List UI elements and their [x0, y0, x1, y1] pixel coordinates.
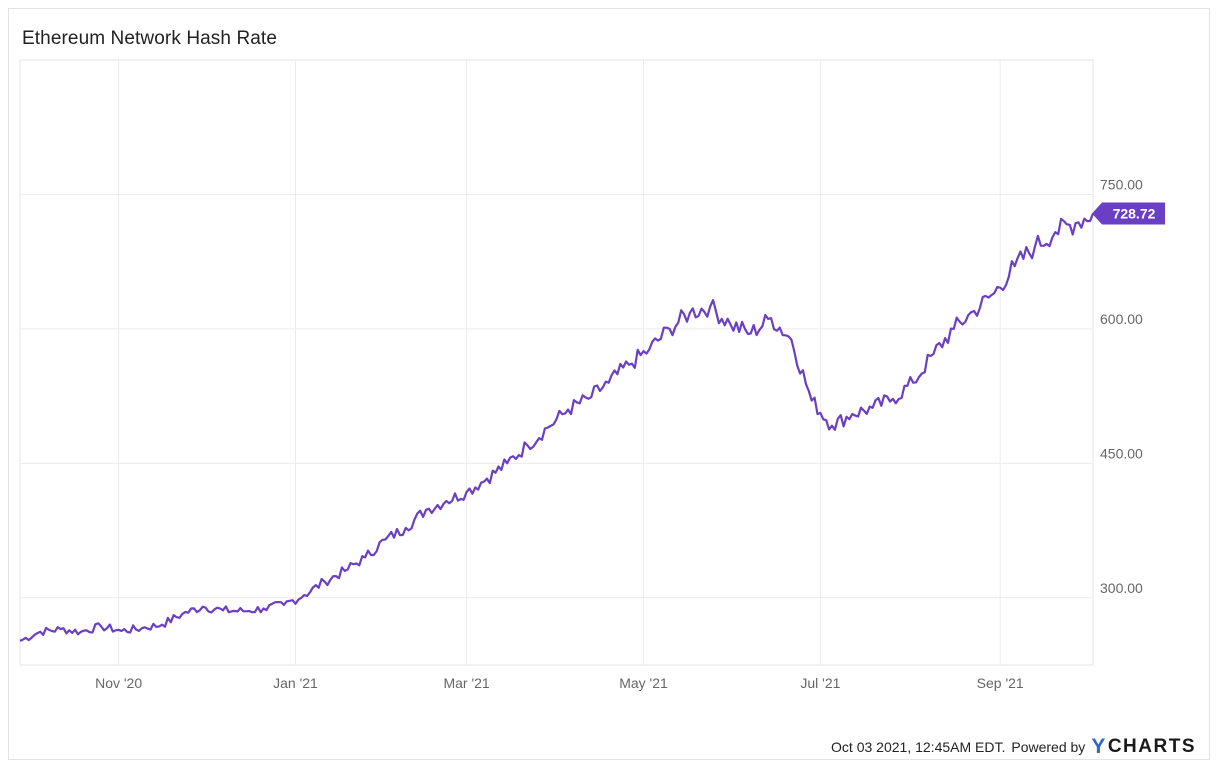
x-tick-label: Nov '20 — [95, 675, 142, 691]
x-tick-label: Mar '21 — [443, 675, 489, 691]
x-tick-label: Jan '21 — [273, 675, 318, 691]
grid — [19, 59, 1094, 666]
chart-footer: Oct 03 2021, 12:45AM EDT. Powered by Y C… — [831, 735, 1196, 759]
chart-frame — [8, 8, 1210, 760]
series-line — [19, 213, 1095, 642]
last-value-label: 728.72 — [1113, 206, 1156, 222]
plot-area-border — [19, 59, 1094, 666]
chart-title: Ethereum Network Hash Rate — [22, 28, 277, 49]
series-layer — [19, 213, 1095, 642]
footer-timestamp: Oct 03 2021, 12:45AM EDT. — [831, 739, 1006, 755]
ycharts-logo-y: Y — [1091, 735, 1107, 758]
footer-powered-by: Powered by — [1011, 739, 1086, 755]
y-tick-label: 300.00 — [1100, 580, 1143, 596]
y-tick-label: 450.00 — [1100, 445, 1143, 461]
x-tick-label: May '21 — [619, 675, 668, 691]
x-tick-label: Sep '21 — [977, 675, 1024, 691]
last-value-badge: 728.72 — [1092, 202, 1165, 225]
y-tick-label: 750.00 — [1100, 176, 1143, 192]
axis-layer: Nov '20 Jan '21 Mar '21 May '21 Jul '21 Sep '… — [95, 176, 1143, 691]
ycharts-logo[interactable]: Y CHARTS — [1091, 735, 1196, 759]
last-value-badge-shape — [1092, 202, 1165, 225]
x-tick-label: Jul '21 — [800, 675, 840, 691]
ycharts-logo-text: CHARTS — [1107, 736, 1196, 757]
y-tick-label: 600.00 — [1100, 311, 1143, 327]
